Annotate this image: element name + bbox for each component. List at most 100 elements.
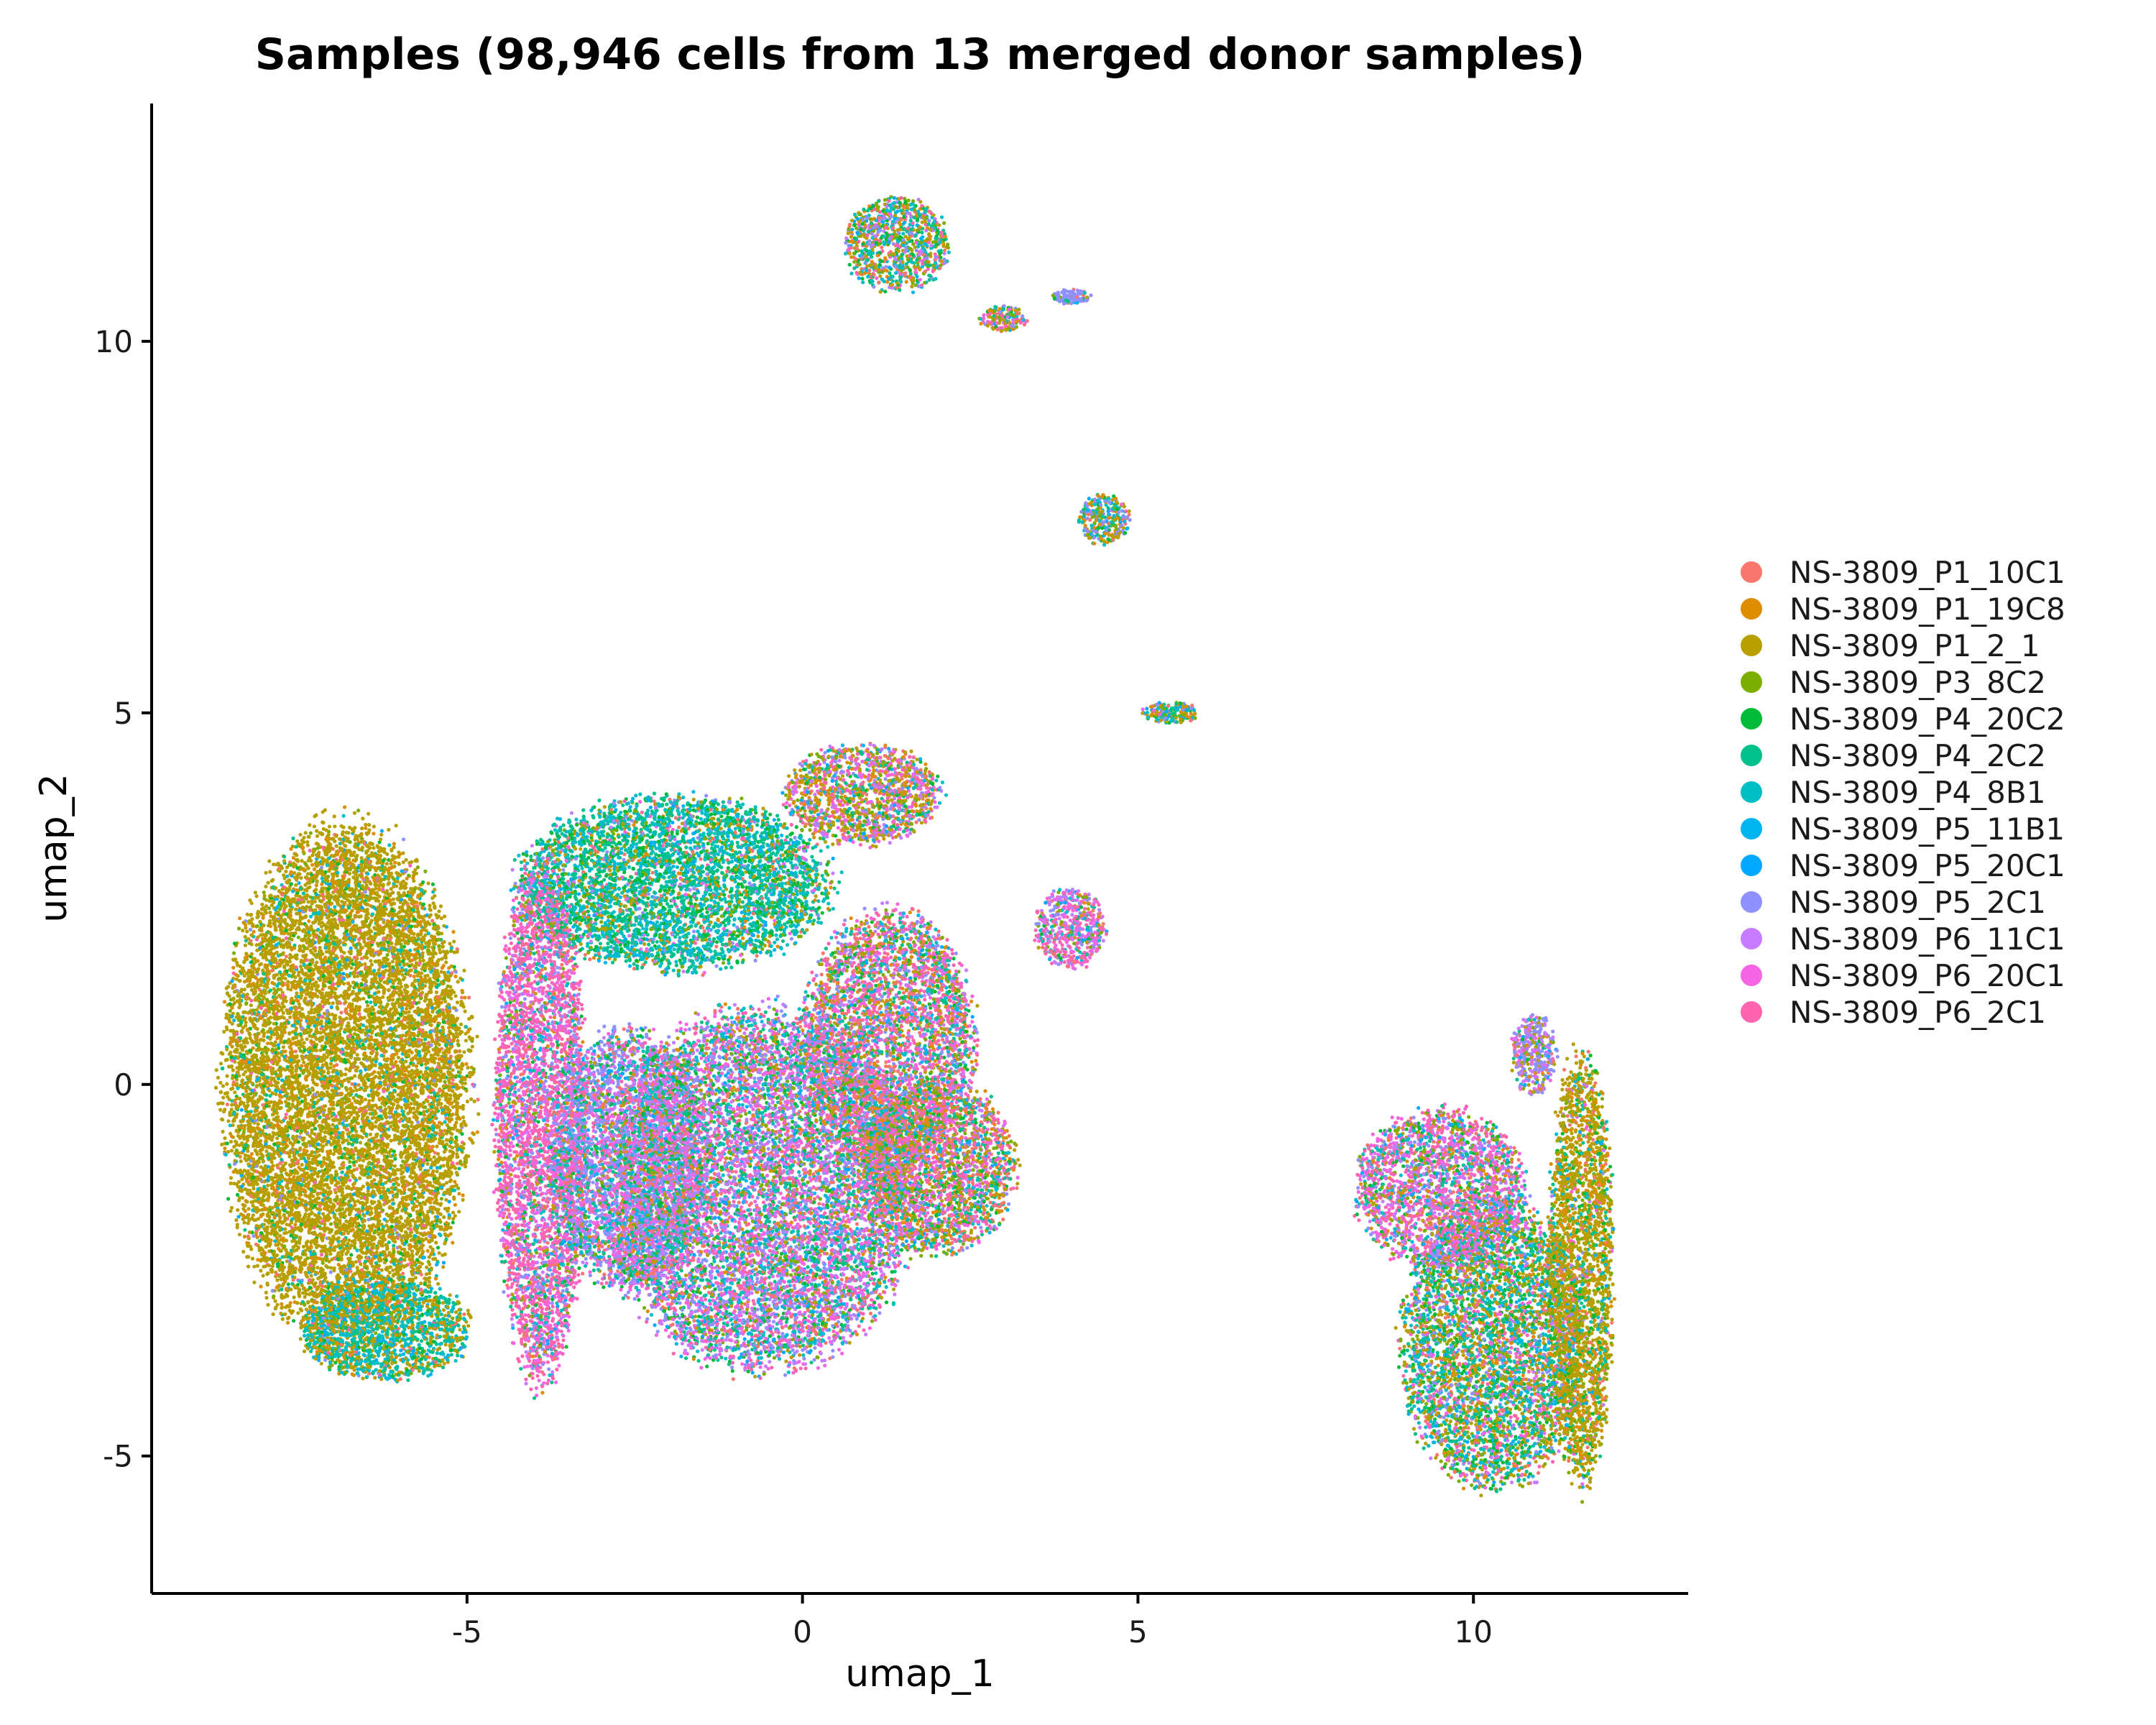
scatter-point [272,1022,276,1026]
scatter-point [445,1221,448,1225]
scatter-point [354,880,357,884]
scatter-point [321,821,324,824]
scatter-point [226,985,230,988]
scatter-point [236,1225,239,1229]
scatter-point [333,824,336,828]
scatter-point [367,823,371,827]
scatter-point [271,1289,275,1292]
scatter-point [464,1039,468,1042]
scatter-point [285,954,288,958]
scatter-point [390,1225,394,1228]
scatter-point [320,883,323,886]
scatter-point [254,891,257,894]
scatter-point [459,1023,463,1026]
scatter-point [348,872,351,875]
scatter-point [274,1092,277,1096]
scatter-point [274,1040,277,1044]
scatter-point [436,1169,439,1173]
scatter-point [244,1090,248,1093]
scatter-point [385,862,389,865]
scatter-point [425,1266,428,1269]
scatter-point [359,1262,362,1266]
scatter-point [361,816,364,820]
scatter-point [420,906,424,910]
scatter-point [298,1023,302,1026]
scatter-point [258,920,262,924]
scatter-point [301,949,305,953]
scatter-point [426,881,430,885]
scatter-point [323,809,327,812]
scatter-point [308,1279,311,1282]
scatter-point [287,1214,291,1218]
scatter-point [219,1090,223,1094]
scatter-point [221,1067,224,1070]
scatter-point [446,1210,449,1213]
scatter-point [349,1253,353,1256]
scatter-point [289,1301,292,1305]
scatter-point [305,1037,309,1041]
scatter-point [310,863,314,867]
scatter-point [286,983,290,987]
scatter-point [391,1269,395,1272]
scatter-point [221,1052,224,1056]
scatter-point [335,845,338,848]
scatter-point [404,1059,407,1063]
scatter-point [422,903,425,906]
scatter-point [301,1291,305,1294]
scatter-point [268,870,272,873]
scatter-point [369,1000,372,1004]
scatter-point [251,1257,254,1261]
scatter-point [344,1072,347,1076]
scatter-point [461,1198,465,1202]
scatter-point [223,1136,226,1140]
scatter-point [264,1149,268,1153]
scatter-point [409,1102,413,1105]
scatter-point [307,900,310,903]
scatter-point [476,1131,479,1134]
scatter-point [264,885,267,888]
scatter-point [315,883,318,887]
scatter-point [415,974,419,978]
scatter-point [416,1082,420,1086]
scatter-point [462,969,466,972]
scatter-point [300,1319,303,1322]
scatter-point [295,1301,299,1305]
scatter-point [326,1071,330,1075]
scatter-point [274,1300,277,1303]
scatter-point [228,1163,231,1167]
scatter-point [226,1103,229,1106]
scatter-point [313,900,317,903]
scatter-point [257,1122,260,1126]
scatter-point [292,1295,296,1299]
scatter-point [226,1075,229,1078]
scatter-point [303,883,307,887]
scatter-point [348,1160,351,1164]
scatter-point [232,1018,236,1022]
scatter-point [423,870,427,873]
scatter-point [439,1213,443,1216]
scatter-point [296,1311,300,1315]
scatter-point [226,1150,230,1154]
scatter-point [222,1030,226,1034]
scatter-point [433,1155,436,1159]
scatter-point [406,1112,410,1116]
scatter-point [275,1202,278,1205]
scatter-point [452,939,456,943]
scatter-point [343,805,346,809]
scatter-point [305,1149,308,1153]
scatter-point [321,1063,325,1067]
scatter-point [440,957,443,961]
scatter-point [401,1271,405,1275]
scatter-point [306,872,310,875]
scatter-point [271,1264,275,1268]
scatter-point [405,1007,408,1011]
scatter-point [392,842,396,845]
scatter-point [454,994,458,998]
scatter-point [393,861,397,865]
scatter-point [259,990,263,993]
scatter-point [356,1266,359,1269]
scatter-point [315,834,319,838]
scatter-point [451,1220,455,1224]
scatter-point [323,1087,326,1090]
scatter-point [421,1250,425,1254]
